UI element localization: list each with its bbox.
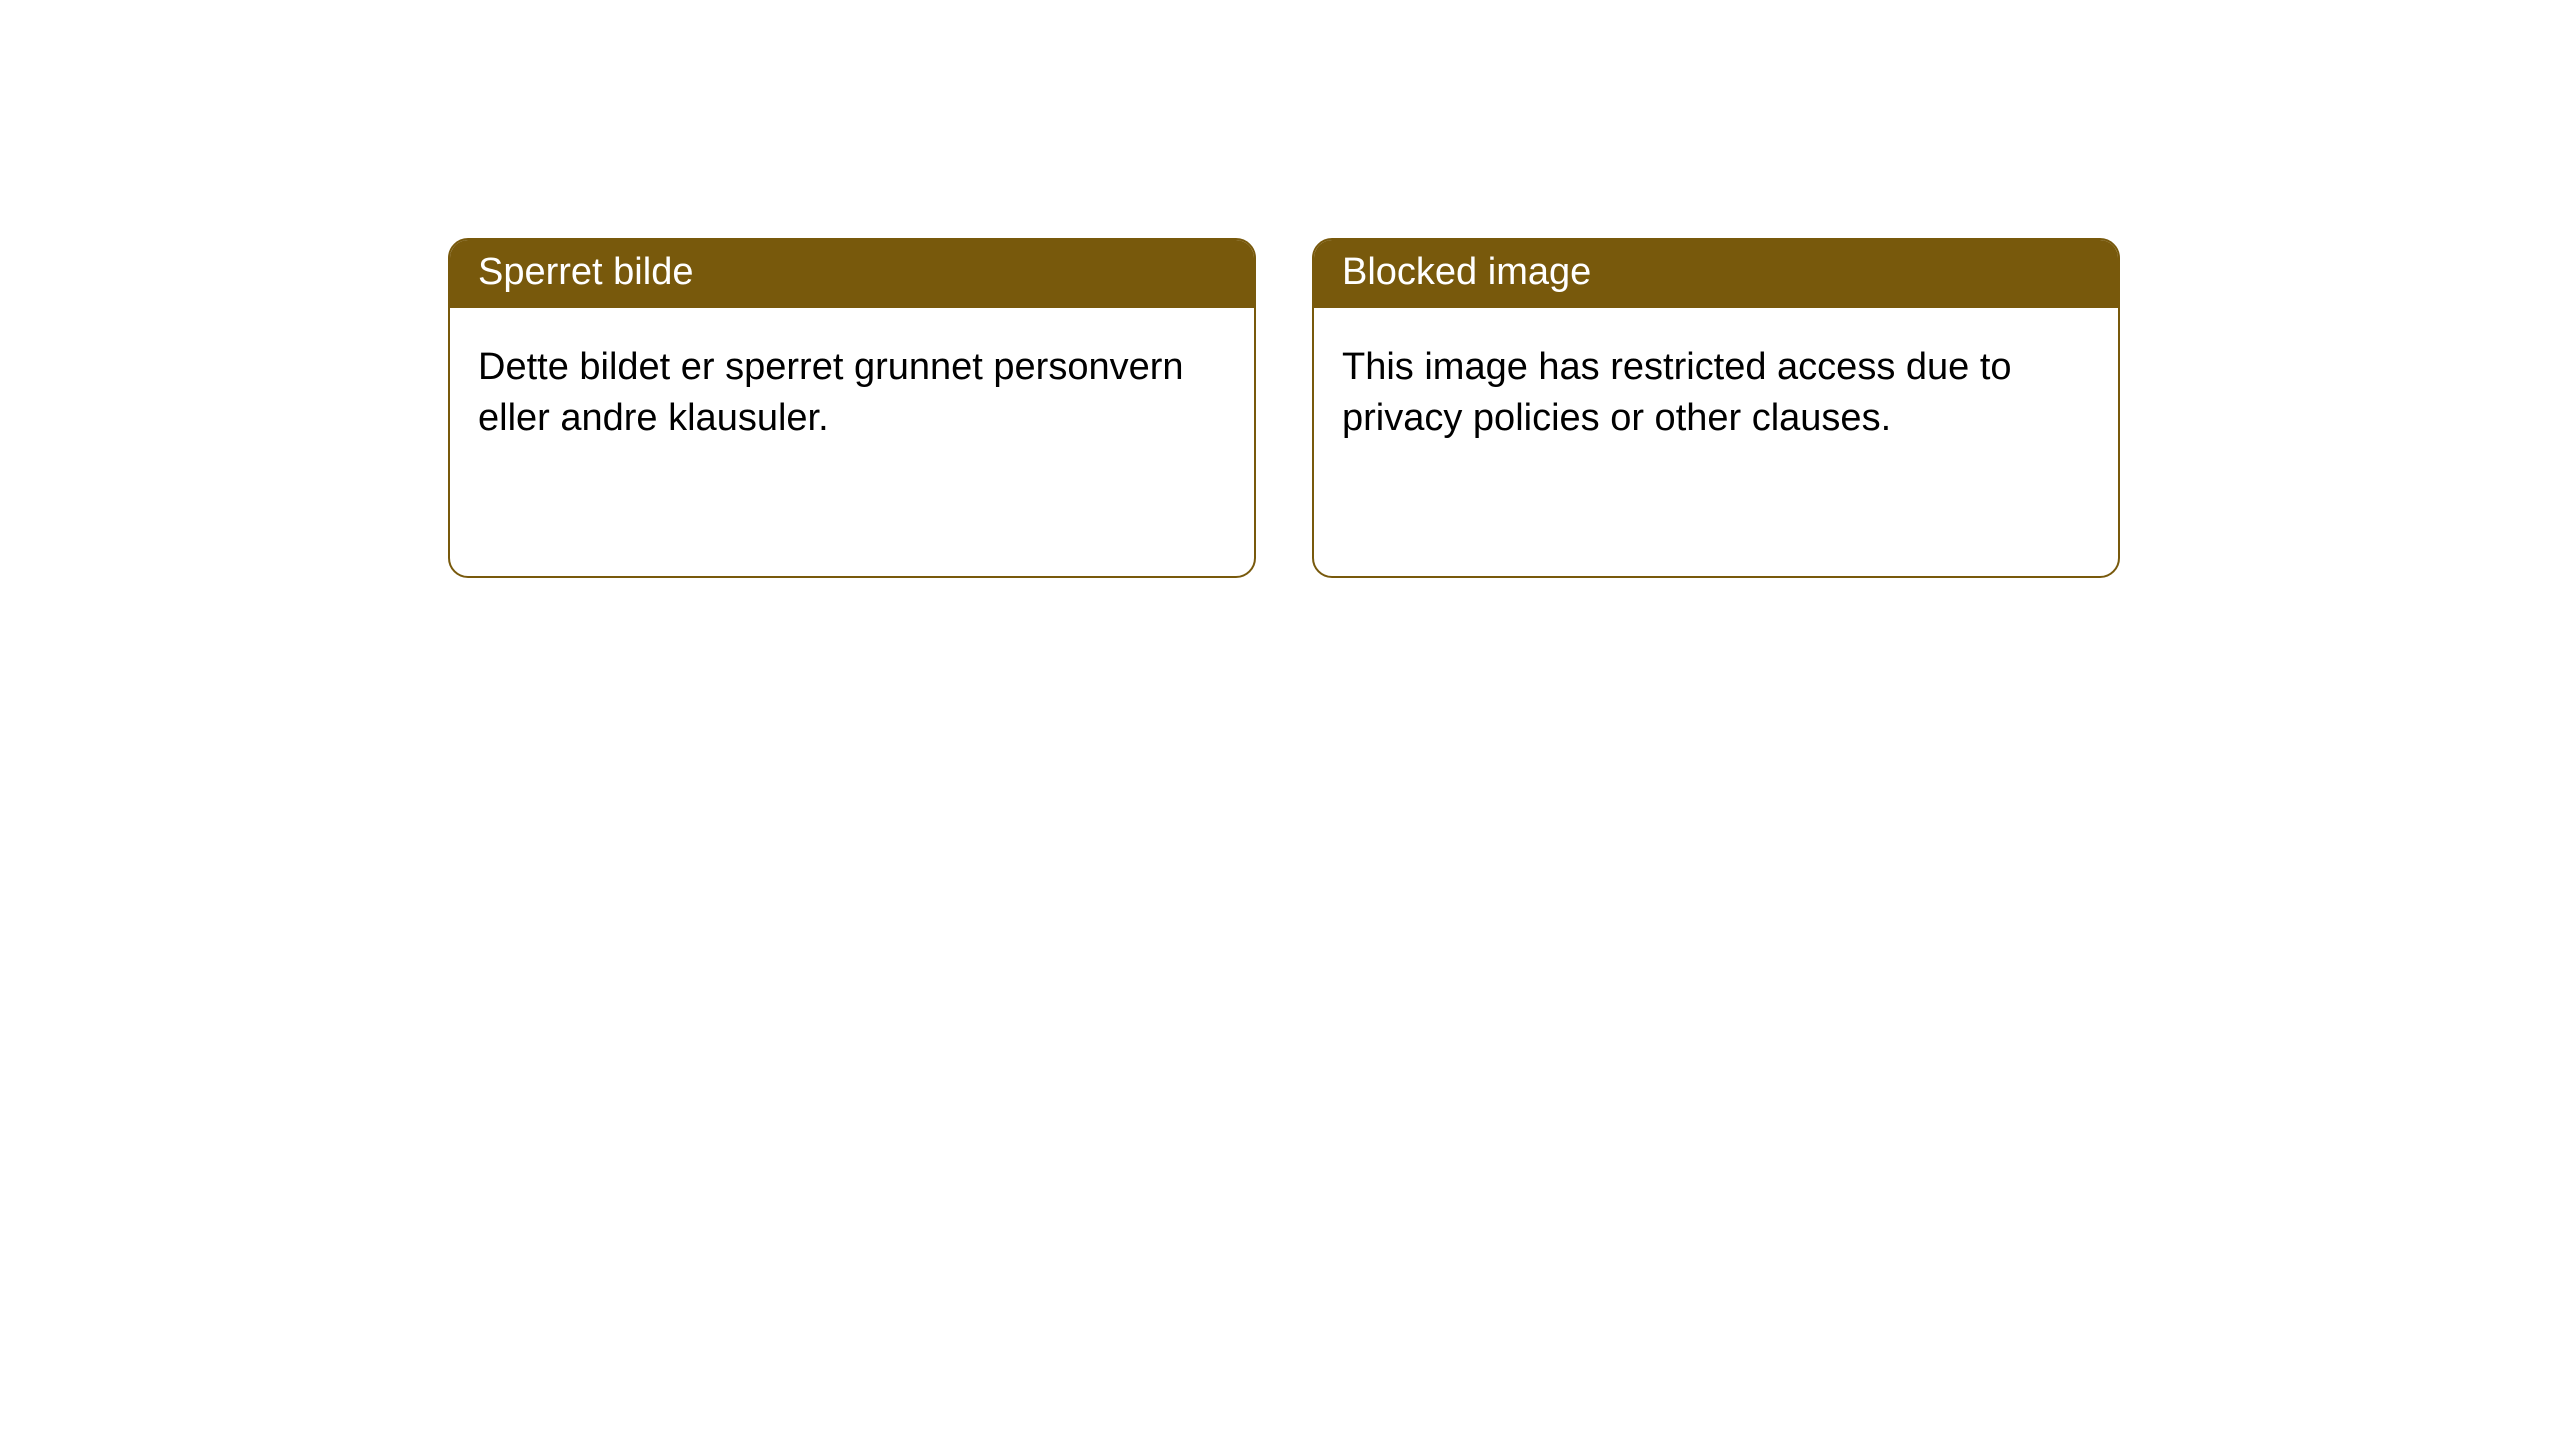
- card-title-no: Sperret bilde: [478, 251, 693, 293]
- blocked-image-card-en: Blocked image This image has restricted …: [1312, 238, 2120, 578]
- card-header-en: Blocked image: [1314, 240, 2118, 308]
- card-message-en: This image has restricted access due to …: [1342, 346, 2012, 439]
- blocked-image-card-no: Sperret bilde Dette bildet er sperret gr…: [448, 238, 1256, 578]
- card-body-en: This image has restricted access due to …: [1314, 308, 2118, 479]
- card-body-no: Dette bildet er sperret grunnet personve…: [450, 308, 1254, 479]
- card-header-no: Sperret bilde: [450, 240, 1254, 308]
- card-message-no: Dette bildet er sperret grunnet personve…: [478, 346, 1184, 439]
- notice-container: Sperret bilde Dette bildet er sperret gr…: [448, 238, 2120, 578]
- card-title-en: Blocked image: [1342, 251, 1591, 293]
